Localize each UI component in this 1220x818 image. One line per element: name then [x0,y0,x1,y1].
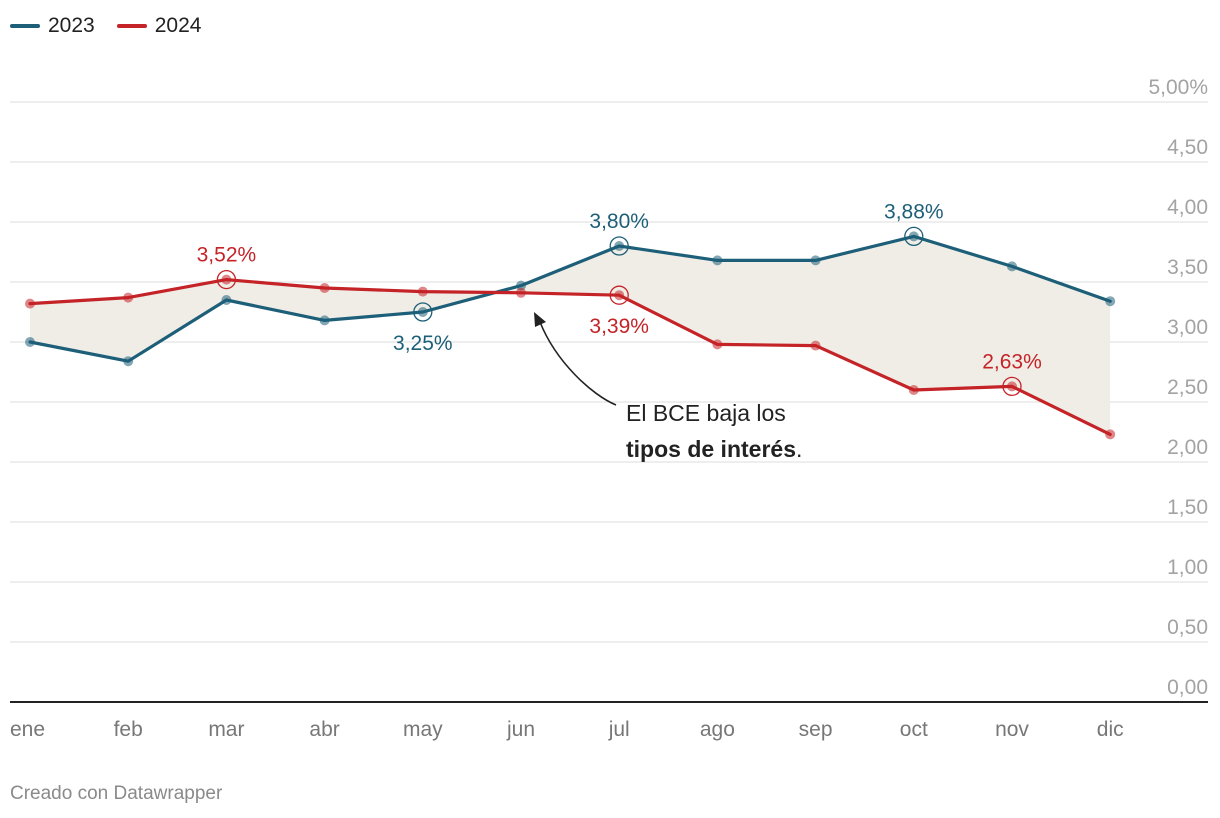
y-tick-label: 3,00 [1167,316,1208,339]
data-label-2023: 3,25% [393,332,453,355]
y-tick-label: 3,50 [1167,256,1208,279]
range-area [30,236,1111,435]
data-point-2023 [1105,296,1116,307]
x-tick-label: ago [700,718,735,741]
highlight-ring-2024 [216,269,237,290]
data-point-2023 [123,356,134,367]
data-point-2024 [712,339,723,350]
data-point-2023 [712,255,723,266]
data-point-2024 [123,292,134,303]
chart-legend: 2023 2024 [10,14,201,38]
data-point-2024 [319,283,330,293]
data-point-2023 [908,231,919,242]
highlight-ring-2023 [904,226,924,247]
x-tick-label: feb [114,718,143,741]
highlight-ring-2024 [1002,376,1022,397]
data-point-2023 [221,295,232,305]
data-label-2023: 3,80% [589,210,649,233]
x-tick-label: oct [900,718,928,741]
x-tick-label: mar [208,718,244,741]
series-line-2023 [28,234,1112,363]
data-point-2024 [1105,429,1116,440]
legend-swatch-2023 [10,24,40,28]
data-label-2024: 2,63% [982,350,1042,373]
data-point-2024 [614,290,625,301]
data-point-2024 [908,385,919,395]
x-tick-label: sep [799,718,833,741]
data-point-2023 [516,280,526,291]
x-tick-label: nov [995,718,1029,741]
y-tick-label: 0,00 [1167,676,1208,699]
annotation-arrow [539,321,617,406]
y-tick-label: 1,00 [1167,556,1208,579]
y-tick-label: 2,00 [1167,436,1208,459]
footer-credit: Creado con Datawrapper [10,783,223,804]
legend-label-2024: 2024 [154,14,202,37]
y-tick-label: 2,50 [1167,376,1208,399]
data-point-2023 [810,255,821,266]
y-tick-label: 1,50 [1167,496,1208,519]
data-point-2024 [221,274,232,285]
data-point-2023 [417,307,428,317]
data-point-2024 [516,287,526,298]
legend-label-2023: 2023 [48,14,95,37]
data-point-2023 [614,241,625,251]
x-tick-label: jul [608,718,630,741]
data-label-2024: 3,39% [589,315,649,338]
x-tick-label: jun [506,718,535,741]
data-point-2024 [1007,381,1017,392]
y-tick-label: 0,50 [1167,616,1208,639]
data-point-2023 [25,337,35,347]
y-tick-label: 4,00 [1167,196,1208,219]
annotation-line-2: tipos de interés. [626,436,802,462]
data-point-2023 [319,315,330,326]
data-point-2024 [810,340,821,351]
y-tick-label: 5,00% [1148,76,1208,99]
highlight-ring-2024 [609,285,629,305]
x-tick-label: dic [1097,718,1124,741]
annotation-arrowhead [534,312,546,327]
annotation-line-1: El BCE baja los [626,400,786,426]
annotation-suffix: . [796,436,802,462]
x-tick-label: may [403,718,443,741]
annotation-bold: tipos de interés [626,436,796,462]
data-label-2024: 3,52% [197,244,257,267]
x-tick-label: ene [10,718,45,741]
highlight-ring-2023 [609,236,629,256]
legend-swatch-2024 [116,24,147,28]
highlight-ring-2023 [413,302,433,322]
legend-item-2023: 2023 [10,14,95,38]
data-point-2024 [417,286,428,297]
data-point-2023 [1007,261,1017,272]
legend-item-2024: 2024 [116,14,202,38]
x-tick-label: abr [309,718,339,741]
data-label-2023: 3,88% [884,200,944,223]
y-tick-label: 4,50 [1167,136,1208,159]
data-point-2024 [25,298,35,309]
series-line-2024 [28,278,1112,436]
